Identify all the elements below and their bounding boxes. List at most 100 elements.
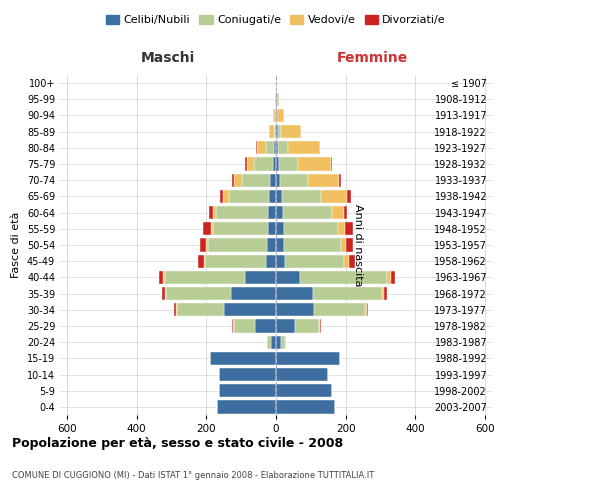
Bar	[313, 287, 382, 300]
Bar	[256, 141, 257, 154]
Bar	[279, 158, 298, 170]
Bar	[232, 320, 233, 332]
Bar	[280, 174, 308, 187]
Bar	[283, 206, 332, 220]
Bar	[164, 270, 245, 284]
Bar	[276, 109, 277, 122]
Bar	[308, 174, 340, 187]
Bar	[276, 368, 328, 381]
Bar	[276, 384, 332, 398]
Bar	[176, 303, 177, 316]
Bar	[346, 238, 353, 252]
Bar	[388, 270, 391, 284]
Bar	[218, 368, 276, 381]
Bar	[247, 158, 254, 170]
Bar	[203, 254, 205, 268]
Bar	[276, 141, 278, 154]
Text: Popolazione per età, sesso e stato civile - 2008: Popolazione per età, sesso e stato civil…	[12, 437, 343, 450]
Bar	[234, 174, 242, 187]
Bar	[276, 206, 283, 220]
Bar	[276, 352, 340, 365]
Bar	[199, 254, 203, 268]
Bar	[344, 206, 347, 220]
Bar	[177, 303, 224, 316]
Bar	[284, 238, 341, 252]
Bar	[288, 141, 320, 154]
Bar	[255, 320, 276, 332]
Bar	[276, 254, 285, 268]
Bar	[217, 400, 276, 413]
Bar	[276, 238, 284, 252]
Bar	[301, 270, 388, 284]
Bar	[163, 270, 164, 284]
Bar	[233, 320, 234, 332]
Bar	[224, 303, 276, 316]
Bar	[274, 141, 276, 154]
Bar	[229, 190, 269, 203]
Bar	[277, 109, 284, 122]
Bar	[200, 238, 206, 252]
Bar	[232, 174, 234, 187]
Text: COMUNE DI CUGGIONO (MI) - Dati ISTAT 1° gennaio 2008 - Elaborazione TUTTITALIA.I: COMUNE DI CUGGIONO (MI) - Dati ISTAT 1° …	[12, 471, 374, 480]
Bar	[270, 174, 276, 187]
Bar	[203, 222, 211, 235]
Bar	[271, 336, 276, 349]
Bar	[269, 190, 276, 203]
Bar	[257, 141, 266, 154]
Bar	[245, 270, 276, 284]
Text: Maschi: Maschi	[141, 51, 195, 65]
Bar	[268, 222, 276, 235]
Bar	[382, 287, 384, 300]
Bar	[282, 190, 320, 203]
Bar	[245, 158, 247, 170]
Bar	[365, 303, 367, 316]
Bar	[331, 158, 332, 170]
Bar	[267, 238, 276, 252]
Bar	[285, 254, 344, 268]
Bar	[266, 141, 274, 154]
Bar	[218, 384, 276, 398]
Bar	[209, 206, 212, 220]
Bar	[281, 125, 301, 138]
Bar	[212, 222, 268, 235]
Bar	[273, 109, 275, 122]
Bar	[284, 222, 338, 235]
Bar	[346, 222, 353, 235]
Bar	[165, 287, 166, 300]
Bar	[277, 92, 280, 106]
Bar	[276, 92, 277, 106]
Bar	[206, 238, 208, 252]
Bar	[267, 336, 271, 349]
Bar	[268, 206, 276, 220]
Y-axis label: Fasce di età: Fasce di età	[11, 212, 21, 278]
Bar	[320, 190, 347, 203]
Bar	[159, 270, 163, 284]
Bar	[208, 238, 267, 252]
Bar	[276, 400, 335, 413]
Bar	[281, 336, 286, 349]
Bar	[278, 141, 288, 154]
Bar	[384, 287, 388, 300]
Bar	[275, 125, 276, 138]
Bar	[276, 303, 314, 316]
Bar	[223, 190, 229, 203]
Bar	[254, 158, 273, 170]
Bar	[275, 109, 276, 122]
Bar	[273, 158, 276, 170]
Bar	[205, 254, 266, 268]
Bar	[276, 336, 281, 349]
Legend: Celibi/Nubili, Coniugati/e, Vedovi/e, Divorziati/e: Celibi/Nubili, Coniugati/e, Vedovi/e, Di…	[101, 10, 451, 30]
Bar	[276, 125, 278, 138]
Text: Femmine: Femmine	[337, 51, 407, 65]
Bar	[276, 190, 282, 203]
Bar	[340, 174, 341, 187]
Bar	[391, 270, 395, 284]
Bar	[276, 158, 279, 170]
Bar	[275, 92, 276, 106]
Bar	[242, 174, 270, 187]
Bar	[347, 190, 351, 203]
Bar	[211, 222, 212, 235]
Bar	[367, 303, 368, 316]
Bar	[314, 303, 365, 316]
Bar	[212, 206, 216, 220]
